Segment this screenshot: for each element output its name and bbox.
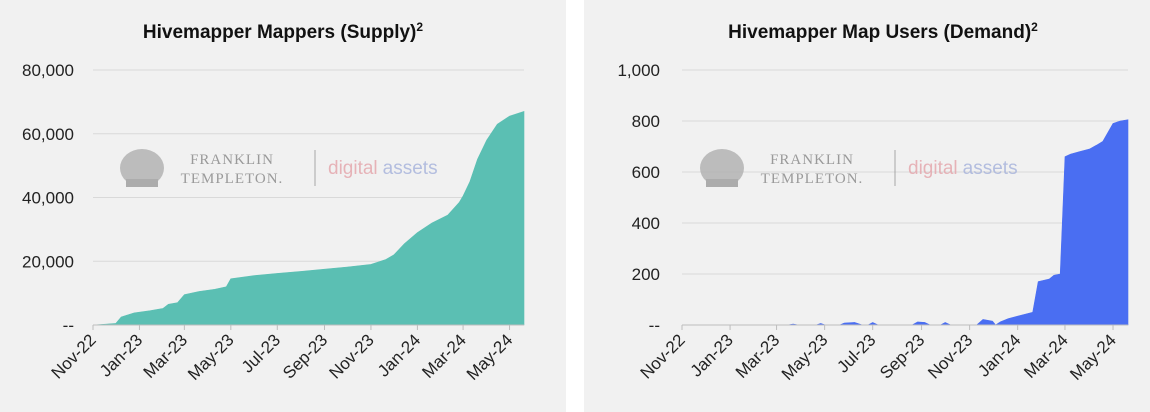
watermark: FRANKLIN TEMPLETON. digital assets	[120, 149, 438, 187]
x-tick-label: May-24	[463, 330, 517, 384]
franklin-bust-icon	[126, 179, 158, 187]
x-tick-label: Jul-23	[833, 330, 879, 376]
watermark-line1: FRANKLIN	[190, 152, 274, 168]
x-tick-label: May-23	[184, 330, 238, 384]
demand-chart: Hivemapper Map Users (Demand)2 -- 200 400 60…	[617, 20, 1129, 384]
franklin-head-icon	[120, 149, 164, 187]
x-tick-label: Mar-24	[1020, 330, 1072, 382]
y-tick-label: --	[63, 316, 74, 335]
watermark-word-digital: digital	[908, 158, 958, 179]
x-tick-label: Mar-23	[732, 330, 784, 382]
y-tick-label: 40,000	[22, 189, 74, 208]
x-tick-label: Sep-23	[876, 330, 928, 382]
x-tick-label: Jan-23	[96, 330, 146, 380]
x-tick-label: Nov-23	[326, 330, 378, 382]
x-tick-label: May-24	[1066, 330, 1120, 384]
chart-title: Hivemapper Map Users (Demand)2	[728, 20, 1038, 43]
x-tick-label: Nov-23	[924, 330, 976, 382]
y-tick-label: 1,000	[617, 61, 660, 80]
x-tick-label: Nov-22	[637, 330, 689, 382]
chart-title-superscript: 2	[1031, 20, 1038, 34]
x-tick-label: Mar-23	[140, 330, 192, 382]
x-tick-label: Jan-23	[687, 330, 737, 380]
demand-chart-panel: Hivemapper Map Users (Demand)2 -- 200 400 60…	[584, 0, 1150, 412]
watermark-digital-assets: digital assets	[908, 158, 1018, 179]
franklin-bust-icon	[706, 179, 738, 187]
series-area	[682, 119, 1129, 326]
chart-title-superscript: 2	[416, 20, 423, 34]
watermark-line2: TEMPLETON.	[181, 171, 284, 187]
y-tick-label: 20,000	[22, 252, 74, 271]
watermark: FRANKLIN TEMPLETON. digital assets	[700, 149, 1018, 187]
watermark-word-digital: digital	[328, 158, 378, 179]
series-area	[92, 110, 525, 326]
franklin-head-icon	[700, 149, 744, 187]
x-tick-label: Sep-23	[279, 330, 331, 382]
y-tick-label: 600	[632, 163, 660, 182]
x-tick-label: Nov-22	[48, 330, 100, 382]
watermark-line2: TEMPLETON.	[761, 171, 864, 187]
watermark-digital-assets: digital assets	[328, 158, 438, 179]
watermark-word-assets: assets	[383, 158, 438, 179]
x-tick-label: Jan-24	[374, 330, 424, 380]
chart-title: Hivemapper Mappers (Supply)2	[143, 20, 423, 43]
y-tick-label: 80,000	[22, 61, 74, 80]
x-tick-label: Jul-23	[238, 330, 284, 376]
y-tick-label: 800	[632, 112, 660, 131]
y-tick-label: 60,000	[22, 125, 74, 144]
supply-chart: Hivemapper Mappers (Supply)2 -- 20,000 40,0…	[22, 20, 525, 384]
watermark-line1: FRANKLIN	[770, 152, 854, 168]
y-tick-label: --	[649, 316, 660, 335]
x-tick-label: Mar-24	[418, 330, 470, 382]
y-tick-label: 400	[632, 214, 660, 233]
watermark-word-assets: assets	[963, 158, 1018, 179]
x-tick-label: Jan-24	[974, 330, 1024, 380]
x-tick-label: May-23	[778, 330, 832, 384]
supply-chart-panel: Hivemapper Mappers (Supply)2 -- 20,000 40,0…	[0, 0, 566, 412]
y-tick-label: 200	[632, 265, 660, 284]
